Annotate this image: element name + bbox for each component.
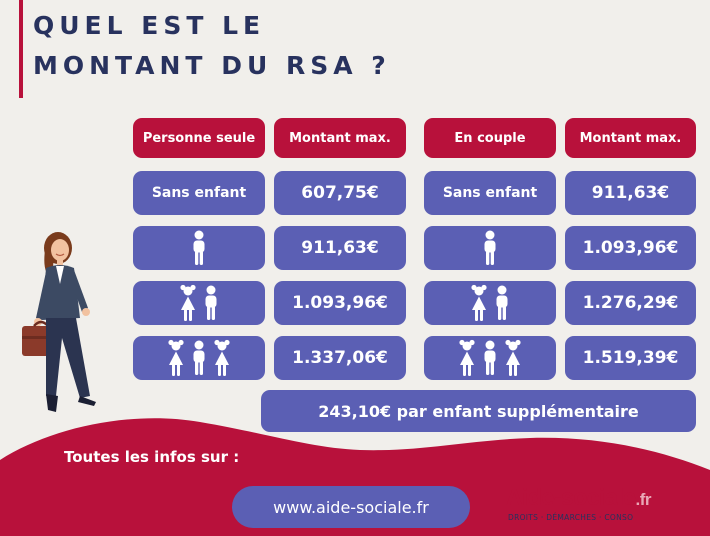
single-row-2-amount: 1.093,96€ — [274, 281, 406, 325]
child-girl-icon — [166, 339, 186, 377]
child-girl-icon — [212, 339, 232, 377]
infos-label: Toutes les infos sur : — [64, 448, 240, 466]
child-boy-icon — [202, 285, 220, 321]
couple-row-2-children — [424, 281, 556, 325]
child-girl-icon — [469, 284, 489, 322]
title-accent-bar — [19, 0, 23, 98]
child-boy-icon — [190, 340, 208, 376]
woman-illustration — [22, 232, 96, 412]
bottom-wave-shape — [0, 418, 710, 536]
logo-tagline: DROITS · DÉMARCHES · CONSO — [508, 513, 634, 522]
website-link[interactable]: www.aide-sociale.fr — [232, 486, 470, 528]
child-boy-icon — [493, 285, 511, 321]
extra-child-banner: 243,10€ par enfant supplémentaire — [261, 390, 696, 432]
couple-row-1-amount: 1.093,96€ — [565, 226, 696, 270]
couple-row-0-label: Sans enfant — [424, 171, 556, 215]
couple-row-2-amount: 1.276,29€ — [565, 281, 696, 325]
logo-extension: .fr — [635, 490, 652, 509]
single-row-1-amount: 911,63€ — [274, 226, 406, 270]
child-boy-icon — [481, 340, 499, 376]
brand-logo: Aide-sociale.fr DROITS · DÉMARCHES · CON… — [506, 484, 700, 534]
couple-row-3-amount: 1.519,39€ — [565, 336, 696, 380]
single-row-3-amount: 1.337,06€ — [274, 336, 406, 380]
single-row-0-label: Sans enfant — [133, 171, 265, 215]
single-row-1-children — [133, 226, 265, 270]
child-girl-icon — [457, 339, 477, 377]
couple-header-label: En couple — [424, 118, 556, 158]
logo-name-text: Aide-sociale — [506, 484, 636, 510]
logo-wordmark: Aide-sociale.fr — [506, 484, 651, 511]
single-row-3-children — [133, 336, 265, 380]
child-girl-icon — [178, 284, 198, 322]
single-row-2-children — [133, 281, 265, 325]
page-title: QUEL EST LE MONTANT DU RSA ? — [33, 6, 391, 86]
single-row-0-amount: 607,75€ — [274, 171, 406, 215]
couple-row-0-amount: 911,63€ — [565, 171, 696, 215]
title-line-2: MONTANT DU RSA ? — [33, 51, 391, 80]
title-line-1: QUEL EST LE — [33, 11, 266, 40]
child-boy-icon — [190, 230, 208, 266]
child-boy-icon — [481, 230, 499, 266]
single-header-amount: Montant max. — [274, 118, 406, 158]
child-girl-icon — [503, 339, 523, 377]
couple-header-amount: Montant max. — [565, 118, 696, 158]
single-header-label: Personne seule — [133, 118, 265, 158]
couple-row-3-children — [424, 336, 556, 380]
couple-row-1-children — [424, 226, 556, 270]
